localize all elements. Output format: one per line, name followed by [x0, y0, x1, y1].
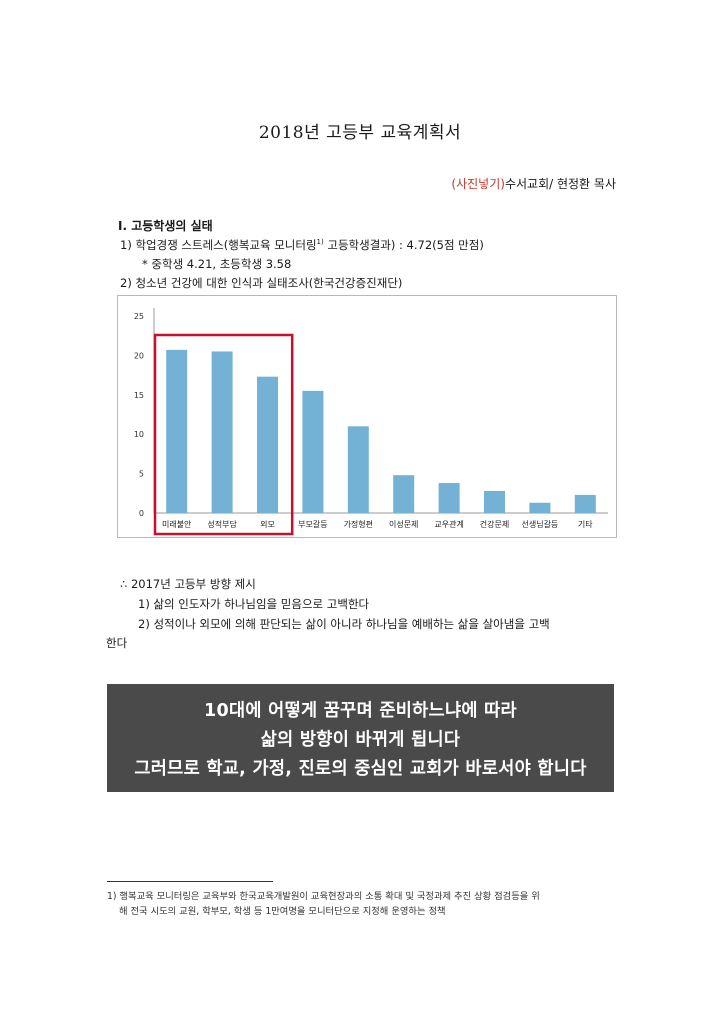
bar — [574, 494, 596, 513]
y-tick-label: 5 — [139, 470, 144, 479]
bar — [393, 475, 415, 513]
y-tick-label: 25 — [134, 312, 144, 321]
x-tick-label: 부모갈등 — [298, 520, 327, 529]
direction-1: 1) 삶의 인도자가 하나님임을 믿음으로 고백한다 — [138, 597, 370, 611]
x-tick-label: 외모 — [260, 519, 275, 529]
x-tick-label: 기타 — [578, 520, 593, 529]
y-tick-label: 15 — [134, 391, 144, 400]
x-tick-label: 성적부담 — [207, 519, 237, 529]
bar — [438, 483, 460, 513]
y-tick-label: 0 — [139, 509, 144, 518]
x-tick-label: 선생님갈등 — [521, 519, 558, 529]
x-tick-label: 이성문제 — [389, 519, 418, 529]
photo-placeholder: (사진넣기) — [451, 177, 505, 191]
bar — [347, 426, 369, 513]
bar — [529, 502, 551, 513]
page-title: 2018년 고등부 교육계획서 — [258, 123, 462, 143]
x-tick-label: 가정형편 — [344, 519, 373, 529]
bar-chart: 0 5 10 15 20 25 미래불안 성적부담 외모 부모갈등 가정형편 이성문제 교우관계 건강문제… — [134, 308, 608, 536]
chart-frame: 0 5 10 15 20 25 미래불안 성적부담 외모 부모갈등 가정형편 이성문제 교우관계 건강문제… — [117, 295, 617, 538]
author-line: (사진넣기)수서교회/ 현정환 목사 — [451, 175, 616, 192]
x-tick-label: 교우관계 — [434, 519, 463, 529]
direction-2: 2) 성적이나 외모에 의해 판단되는 삶이 아니라 하나님을 예배하는 삶을 … — [138, 617, 550, 631]
direction-2-cont: 한다 — [106, 636, 128, 650]
footnote: 1) 행복교육 모니터링은 교육부와 한국교육개발원이 교육현장과의 소통 확대… — [107, 889, 614, 919]
bar — [211, 351, 233, 513]
bar — [166, 349, 188, 513]
section-heading: Ⅰ. 고등학생의 실태 — [118, 219, 213, 233]
item-1-text-b: 고등학생결과) : 4.72(5점 만점) — [323, 238, 484, 252]
x-tick-label: 건강문제 — [480, 519, 509, 529]
direction-title: ∴ 2017년 고등부 방향 제시 — [120, 577, 256, 591]
item-1-text-a: 1) 학업경쟁 스트레스(행복교육 모니터링 — [120, 238, 317, 252]
item-1-note: * 중학생 4.21, 초등학생 3.58 — [142, 257, 292, 271]
item-1: 1) 학업경쟁 스트레스(행복교육 모니터링1) 고등학생결과) : 4.72(… — [120, 237, 484, 253]
x-tick-label: 미래불안 — [162, 519, 192, 529]
footnote-line-1: 1) 행복교육 모니터링은 교육부와 한국교육개발원이 교육현장과의 소통 확대… — [107, 891, 540, 902]
bar — [257, 376, 278, 513]
item-2: 2) 청소년 건강에 대한 인식과 실태조사(한국건강증진재단) — [120, 276, 403, 290]
highlight-banner: 10대에 어떻게 꿈꾸며 준비하느냐에 따라 삶의 방향이 바뀌게 됩니다 그러… — [107, 684, 614, 792]
footnote-divider — [107, 881, 273, 882]
author-name: 수서교회/ 현정환 목사 — [504, 177, 616, 191]
banner-line-1: 10대에 어떻게 꿈꾸며 준비하느냐에 따라 — [204, 701, 517, 721]
banner-line-2: 삶의 방향이 바뀌게 됩니다 — [260, 730, 461, 750]
banner-line-3: 그러므로 학교, 가정, 진로의 중심인 교회가 바로서야 합니다 — [134, 759, 587, 779]
y-tick-label: 10 — [134, 430, 144, 439]
highlight-box — [153, 333, 294, 536]
y-tick-label: 20 — [134, 351, 144, 360]
bar — [302, 390, 324, 513]
footnote-ref: 1) — [316, 238, 324, 247]
footnote-line-2: 해 전국 시도의 교원, 학부모, 학생 등 1만여명을 모니터단으로 지정해 … — [119, 906, 446, 917]
bar — [484, 490, 505, 513]
